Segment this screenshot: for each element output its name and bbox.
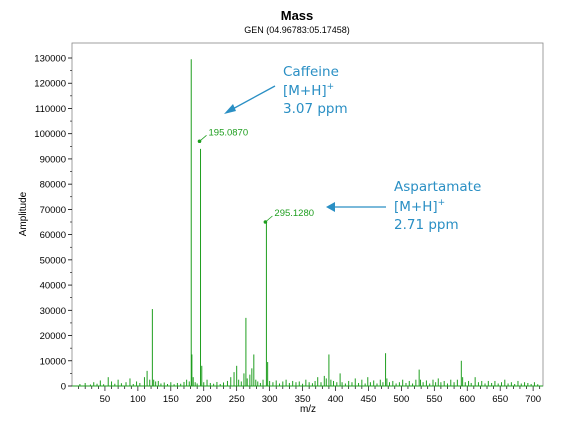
- x-tick-label: 250: [229, 394, 245, 405]
- x-tick-label: 700: [525, 394, 541, 405]
- y-tick-label: 60000: [40, 230, 66, 241]
- peak-label: 195.0870: [209, 127, 249, 138]
- x-axis-label: m/z: [300, 404, 316, 415]
- annotation-arrowhead: [326, 202, 335, 212]
- annotation-compound: Caffeine: [283, 64, 339, 80]
- annotation-ion-text: [M+H]: [283, 83, 327, 99]
- x-tick-label: 100: [130, 394, 146, 405]
- y-tick-label: 40000: [40, 281, 66, 292]
- annotation-error: 2.71 ppm: [394, 217, 459, 233]
- annotation-arrowhead: [224, 104, 236, 114]
- annotation-caffeine: Caffeine [M+H]+ 3.07 ppm: [224, 64, 348, 117]
- x-tick-label: 450: [361, 394, 377, 405]
- peak-series: [72, 59, 543, 387]
- x-tick-label: 50: [100, 394, 111, 405]
- annotation-ion-text: [M+H]: [394, 199, 438, 215]
- chart-subtitle: GEN (04.96783:05.17458): [244, 25, 350, 35]
- y-tick-label: 0: [61, 382, 66, 393]
- x-tick-label: 500: [393, 394, 409, 405]
- x-axis: 50 100 150 200 250 300 350 400 450 500 550 600 650 70…: [78, 386, 541, 405]
- y-tick-label: 50000: [40, 255, 66, 266]
- y-tick-label: 70000: [40, 205, 66, 216]
- chart-title: Mass: [281, 8, 314, 23]
- annotation-charge: +: [438, 198, 446, 208]
- x-tick-label: 400: [328, 394, 344, 405]
- y-axis: 0 10000 20000 30000 40000 50000 60000 70000 8000…: [34, 54, 72, 393]
- y-tick-label: 80000: [40, 180, 66, 191]
- annotation-ion: [M+H]+: [394, 198, 445, 215]
- peak-leader: [199, 134, 207, 142]
- annotation-compound: Aspartamate: [394, 179, 481, 195]
- x-tick-label: 350: [295, 394, 311, 405]
- x-tick-label: 300: [262, 394, 278, 405]
- y-tick-label: 20000: [40, 331, 66, 342]
- y-tick-label: 130000: [34, 54, 66, 65]
- peak-leader: [265, 215, 273, 223]
- annotation-charge: +: [327, 82, 335, 92]
- y-axis-label: Amplitude: [18, 191, 29, 236]
- x-tick-label: 150: [163, 394, 179, 405]
- y-tick-label: 120000: [34, 79, 66, 90]
- y-tick-label: 90000: [40, 154, 66, 165]
- peak-labels: 195.0870 295.1280: [197, 127, 314, 224]
- annotation-ion: [M+H]+: [283, 82, 334, 99]
- y-tick-label: 30000: [40, 306, 66, 317]
- annotation-error: 3.07 ppm: [283, 101, 348, 117]
- peak-label: 295.1280: [274, 208, 314, 219]
- y-tick-label: 100000: [34, 129, 66, 140]
- annotation-arrow: [228, 85, 276, 112]
- x-tick-label: 200: [196, 394, 212, 405]
- annotation-aspartamate: Aspartamate [M+H]+ 2.71 ppm: [326, 179, 481, 233]
- y-tick-label: 110000: [35, 104, 66, 115]
- x-tick-label: 600: [459, 394, 475, 405]
- x-tick-label: 650: [492, 394, 508, 405]
- y-tick-label: 10000: [40, 356, 66, 367]
- x-tick-label: 550: [426, 394, 442, 405]
